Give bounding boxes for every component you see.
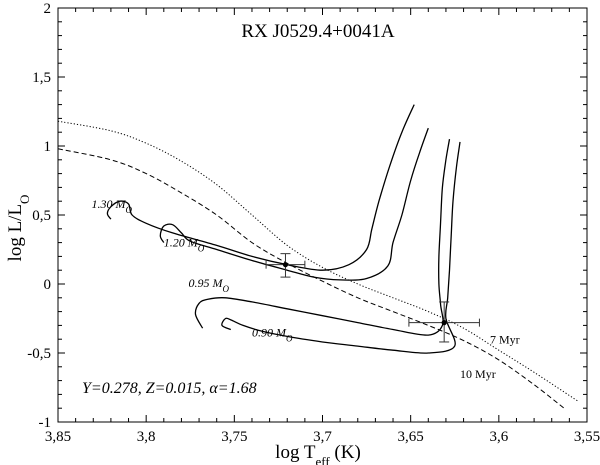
track-mass-label: 0.95 MO [188,276,229,294]
x-tick-label: 3,8 [137,429,156,445]
evolution-track-line [194,138,451,336]
evolution-track-line [106,104,415,271]
x-tick-label: 3,7 [313,429,332,445]
star-marker [282,262,289,268]
axis-tick-labels: 3,85 3,8 3,75 3,7 3,65 3,6 3,55 -1 -0,5 0 0,5 1 1,5 2 [27,1,600,445]
star-point [408,301,480,343]
isochrone-line [57,148,565,409]
evolutionary-tracks [106,104,461,354]
evolution-track-line [221,141,461,354]
chart-title: RX J0529.4+0041A [241,21,395,42]
x-tick-label: 3,6 [489,429,508,445]
y-tick-label: -1 [39,415,52,431]
star-marker [441,320,447,326]
y-tick-label: 1,5 [32,70,51,86]
plot-area-frame [57,7,588,423]
y-tick-label: 0,5 [32,208,51,224]
y-tick-label: 2 [44,1,52,17]
star-data-points [265,253,480,343]
x-tick-label: 3,85 [45,429,71,445]
isochrone-age-label: 10 Myr [460,367,496,381]
x-tick-label: 3,55 [574,429,600,445]
x-tick-label: 3,65 [398,429,424,445]
y-tick-label: -0,5 [27,346,51,362]
star-point [265,253,306,278]
parameter-annotation: Y=0.278, Z=0.015, α=1.68 [82,380,257,397]
track-mass-label: 0.90 MO [252,325,293,343]
evolution-track-line [159,127,429,281]
y-axis-label: log L/LO [5,195,32,262]
y-tick-label: 1 [44,139,52,155]
isochrone-lines [57,120,579,409]
track-mass-label: 1.30 MO [92,197,133,215]
y-tick-label: 0 [44,277,52,293]
track-mass-label: 1.20 MO [164,236,205,254]
x-axis-label: log Teff (K) [275,442,361,465]
isochrone-age-label: 7 Myr [490,332,520,346]
axis-ticks [57,7,588,423]
curve-labels: 1.30 MO 1.20 MO 0.95 MO 0.90 MO 7 Myr 10 Myr [92,197,520,381]
x-tick-label: 3,75 [221,429,247,445]
isochrone-line [57,120,579,402]
